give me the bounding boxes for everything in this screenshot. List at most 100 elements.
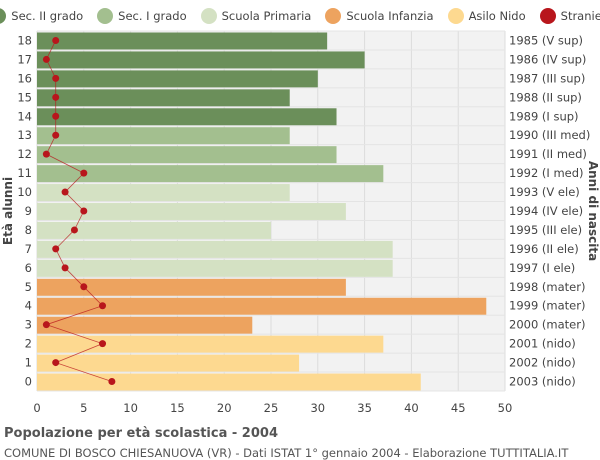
birth-year-label: 1994 (IV ele) bbox=[509, 204, 583, 218]
bar bbox=[37, 32, 328, 50]
legend-label: Stranieri bbox=[560, 9, 600, 23]
bar bbox=[37, 335, 384, 353]
birth-year-label: 1987 (III sup) bbox=[509, 71, 585, 85]
birth-year-label: 2003 (nido) bbox=[509, 375, 576, 389]
y-tick-label: 14 bbox=[17, 109, 32, 123]
x-tick-label: 45 bbox=[451, 401, 466, 415]
stranieri-point bbox=[42, 150, 50, 158]
birth-year-label: 1998 (mater) bbox=[509, 280, 585, 294]
stranieri-point bbox=[99, 340, 107, 348]
bar bbox=[37, 108, 337, 126]
bar bbox=[37, 146, 337, 164]
chart-title: Popolazione per età scolastica - 2004 bbox=[4, 426, 278, 441]
birth-year-label: 1990 (III med) bbox=[509, 128, 590, 142]
x-tick-label: 0 bbox=[33, 401, 40, 415]
legend-label: Scuola Primaria bbox=[221, 9, 312, 23]
y-axis-title: Età alunni bbox=[1, 177, 15, 245]
x-tick-label: 20 bbox=[217, 401, 232, 415]
stranieri-point bbox=[80, 169, 88, 177]
stranieri-point bbox=[52, 359, 60, 367]
y-tick-label: 7 bbox=[25, 242, 32, 256]
legend-label: Sec. II grado bbox=[11, 9, 84, 23]
bar bbox=[37, 373, 421, 391]
stranieri-point bbox=[52, 245, 60, 253]
y-tick-label: 10 bbox=[17, 185, 32, 199]
stranieri-point bbox=[80, 207, 88, 215]
bar bbox=[37, 240, 393, 258]
bar bbox=[37, 184, 290, 202]
stranieri-point bbox=[61, 264, 69, 272]
bar bbox=[37, 165, 384, 183]
legend-swatch-icon bbox=[0, 8, 7, 24]
stranieri-point bbox=[70, 226, 78, 234]
legend-label: Asilo Nido bbox=[468, 9, 526, 23]
stranieri-point bbox=[52, 74, 60, 82]
bar bbox=[37, 354, 300, 372]
bar bbox=[37, 203, 346, 220]
birth-year-label: 1986 (IV sup) bbox=[509, 52, 586, 66]
stranieri-point bbox=[42, 55, 50, 63]
y-axis-title-right: Anni di nascita bbox=[586, 161, 600, 261]
bar bbox=[37, 70, 318, 88]
chart-subtitle: COMUNE DI BOSCO CHIESANUOVA (VR) - Dati … bbox=[4, 446, 569, 460]
stranieri-point bbox=[80, 283, 88, 291]
x-tick-label: 5 bbox=[80, 401, 87, 415]
y-tick-label: 2 bbox=[25, 337, 32, 351]
y-tick-label: 12 bbox=[17, 147, 32, 161]
x-tick-label: 40 bbox=[404, 401, 419, 415]
birth-year-label: 2000 (mater) bbox=[509, 318, 585, 332]
bar bbox=[37, 127, 290, 145]
bar bbox=[37, 278, 346, 296]
y-tick-label: 11 bbox=[17, 166, 32, 180]
x-tick-label: 50 bbox=[498, 401, 513, 415]
y-tick-label: 18 bbox=[17, 33, 32, 47]
x-tick-label: 25 bbox=[264, 401, 279, 415]
legend-swatch-icon bbox=[97, 8, 114, 24]
legend-swatch-icon bbox=[447, 8, 464, 24]
birth-year-label: 1997 (I ele) bbox=[509, 261, 575, 275]
birth-year-label: 1999 (mater) bbox=[509, 299, 585, 313]
stranieri-point bbox=[52, 36, 60, 44]
legend-item: Sec. II grado bbox=[0, 8, 83, 24]
stranieri-point bbox=[108, 378, 116, 386]
legend-item: Scuola Primaria bbox=[200, 8, 312, 24]
stranieri-point bbox=[42, 321, 50, 329]
bar bbox=[37, 297, 487, 315]
y-tick-label: 5 bbox=[25, 280, 32, 294]
birth-year-label: 1993 (V ele) bbox=[509, 185, 580, 199]
birth-year-label: 1996 (II ele) bbox=[509, 242, 579, 256]
birth-year-label: 1985 (V sup) bbox=[509, 33, 583, 47]
bar bbox=[37, 221, 271, 239]
y-tick-label: 16 bbox=[17, 71, 32, 85]
legend-item: Sec. I grado bbox=[97, 8, 187, 24]
x-tick-label: 10 bbox=[123, 401, 138, 415]
birth-year-label: 2002 (nido) bbox=[509, 356, 576, 370]
stranieri-point bbox=[52, 93, 60, 101]
x-tick-label: 30 bbox=[310, 401, 325, 415]
bar bbox=[37, 51, 365, 69]
stranieri-point bbox=[61, 188, 69, 196]
birth-year-label: 1989 (I sup) bbox=[509, 109, 579, 123]
y-tick-label: 15 bbox=[17, 90, 32, 104]
y-tick-label: 9 bbox=[25, 204, 32, 218]
birth-year-label: 2001 (nido) bbox=[509, 337, 576, 351]
birth-year-label: 1992 (I med) bbox=[509, 166, 584, 180]
y-tick-label: 4 bbox=[25, 299, 32, 313]
y-tick-label: 17 bbox=[17, 52, 32, 66]
y-tick-label: 13 bbox=[17, 128, 32, 142]
legend-item: Scuola Infanzia bbox=[325, 8, 434, 24]
y-tick-label: 6 bbox=[25, 261, 32, 275]
bar bbox=[37, 259, 393, 277]
birth-year-label: 1991 (II med) bbox=[509, 147, 587, 161]
legend-item: Stranieri bbox=[539, 8, 600, 24]
legend: Sec. II grado Sec. I grado Scuola Primaria… bbox=[0, 6, 600, 26]
stranieri-point bbox=[52, 131, 60, 139]
legend-item: Asilo Nido bbox=[447, 8, 526, 24]
y-tick-label: 3 bbox=[25, 318, 32, 332]
stranieri-point bbox=[52, 112, 60, 120]
birth-year-label: 1995 (III ele) bbox=[509, 223, 582, 237]
y-tick-label: 1 bbox=[25, 356, 32, 370]
legend-swatch-icon bbox=[325, 8, 342, 24]
